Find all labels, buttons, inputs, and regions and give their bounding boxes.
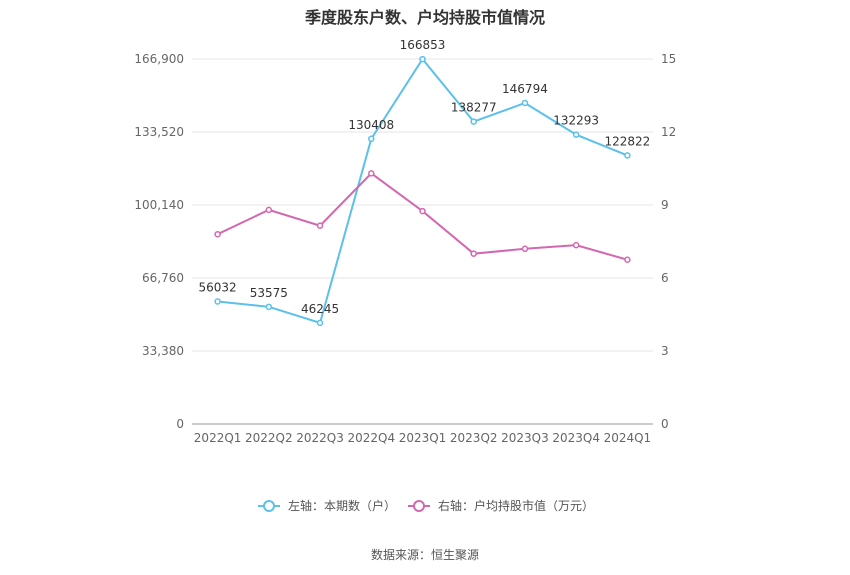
y-left-tick-label: 33,380 bbox=[142, 344, 184, 358]
x-tick-label: 2024Q1 bbox=[604, 431, 652, 445]
series-line-left bbox=[217, 57, 628, 325]
x-tick-label: 2023Q2 bbox=[450, 431, 498, 445]
legend-label-right: 右轴：户均持股市值（万元） bbox=[438, 498, 594, 513]
data-point-right bbox=[470, 250, 477, 257]
x-tick-label: 2022Q4 bbox=[347, 431, 395, 445]
data-label: 166853 bbox=[400, 38, 446, 52]
data-point-left bbox=[316, 319, 324, 327]
y-right-tick-label: 6 bbox=[661, 271, 669, 285]
y-left-tick-label: 133,520 bbox=[134, 125, 184, 139]
axes: 0 0 33,380 3 66,760 6 100,140 9 133,520 12 166,900… bbox=[134, 52, 676, 445]
data-point-left bbox=[214, 298, 221, 305]
data-point-left bbox=[265, 303, 273, 311]
data-label: 53575 bbox=[250, 286, 288, 300]
data-point-right bbox=[624, 256, 631, 263]
y-left-tick-label: 166,900 bbox=[134, 52, 184, 66]
legend-marker-left bbox=[263, 500, 275, 512]
legend[interactable]: 左轴：本期数（户） 右轴：户均持股市值（万元） bbox=[258, 498, 594, 513]
series-line-right bbox=[217, 172, 628, 261]
data-point-left bbox=[572, 131, 580, 138]
data-point-right bbox=[521, 245, 529, 253]
data-point-right bbox=[316, 222, 324, 229]
x-tick-label: 2023Q1 bbox=[399, 431, 447, 445]
data-point-left bbox=[368, 135, 375, 143]
y-left-tick-label: 100,140 bbox=[134, 198, 184, 212]
x-tick-label: 2022Q1 bbox=[194, 431, 242, 445]
data-label: 130408 bbox=[348, 118, 394, 132]
y-right-tick-label: 15 bbox=[661, 52, 676, 66]
y-left-tick-label: 66,760 bbox=[142, 271, 184, 285]
x-tick-label: 2022Q3 bbox=[296, 431, 344, 445]
data-point-left bbox=[419, 55, 426, 63]
data-point-right bbox=[265, 206, 273, 214]
y-right-tick-label: 9 bbox=[661, 198, 669, 212]
data-point-right bbox=[572, 241, 580, 249]
data-point-left bbox=[521, 99, 529, 107]
data-label: 122822 bbox=[604, 134, 650, 148]
grid-lines bbox=[192, 58, 653, 352]
data-label: 56032 bbox=[199, 280, 237, 294]
data-label: 132293 bbox=[553, 114, 599, 128]
data-source: 数据来源：恒生聚源 bbox=[370, 548, 479, 562]
x-tick-label: 2023Q3 bbox=[501, 431, 549, 445]
x-tick-label: 2022Q2 bbox=[245, 431, 293, 445]
data-label: 146794 bbox=[502, 82, 548, 96]
data-point-right bbox=[214, 230, 221, 238]
series-layer: 56032 53575 46245 130408 166853 138277 146794 1… bbox=[199, 38, 650, 327]
y-right-tick-label: 0 bbox=[661, 417, 669, 431]
x-tick-label: 2023Q4 bbox=[552, 431, 600, 445]
data-point-right bbox=[368, 170, 375, 177]
y-left-tick-label: 0 bbox=[176, 417, 184, 431]
data-label: 46245 bbox=[301, 302, 339, 316]
data-point-left bbox=[624, 152, 631, 159]
legend-label-left: 左轴：本期数（户） bbox=[288, 498, 396, 513]
y-right-tick-label: 3 bbox=[661, 344, 669, 358]
data-label: 138277 bbox=[451, 101, 497, 115]
data-point-right bbox=[419, 207, 426, 215]
data-point-left bbox=[470, 118, 477, 125]
y-right-tick-label: 12 bbox=[661, 125, 676, 139]
legend-marker-right bbox=[413, 500, 425, 512]
chart-title: 季度股东户数、户均持股市值情况 bbox=[304, 8, 545, 27]
